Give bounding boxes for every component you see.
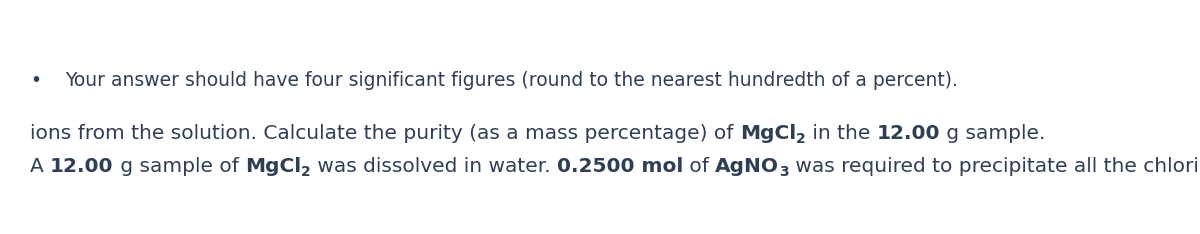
Text: MgCl: MgCl [739,124,796,143]
Text: was required to precipitate all the chloride: was required to precipitate all the chlo… [790,157,1200,176]
Text: of: of [683,157,715,176]
Text: 2: 2 [301,165,311,179]
Text: was dissolved in water.: was dissolved in water. [311,157,557,176]
Text: 3: 3 [779,165,790,179]
Text: g sample of: g sample of [114,157,245,176]
Text: g sample.: g sample. [940,124,1045,143]
Text: in the: in the [805,124,876,143]
Text: A: A [30,157,50,176]
Text: AgNO: AgNO [715,157,779,176]
Text: Your answer should have four significant figures (round to the nearest hundredth: Your answer should have four significant… [65,71,958,90]
Text: MgCl: MgCl [245,157,301,176]
Text: 12.00: 12.00 [876,124,940,143]
Text: 0.2500 mol: 0.2500 mol [557,157,683,176]
Text: 2: 2 [796,132,805,146]
Text: 12.00: 12.00 [50,157,114,176]
Text: ions from the solution. Calculate the purity (as a mass percentage) of: ions from the solution. Calculate the pu… [30,124,739,143]
Text: •: • [30,71,41,90]
